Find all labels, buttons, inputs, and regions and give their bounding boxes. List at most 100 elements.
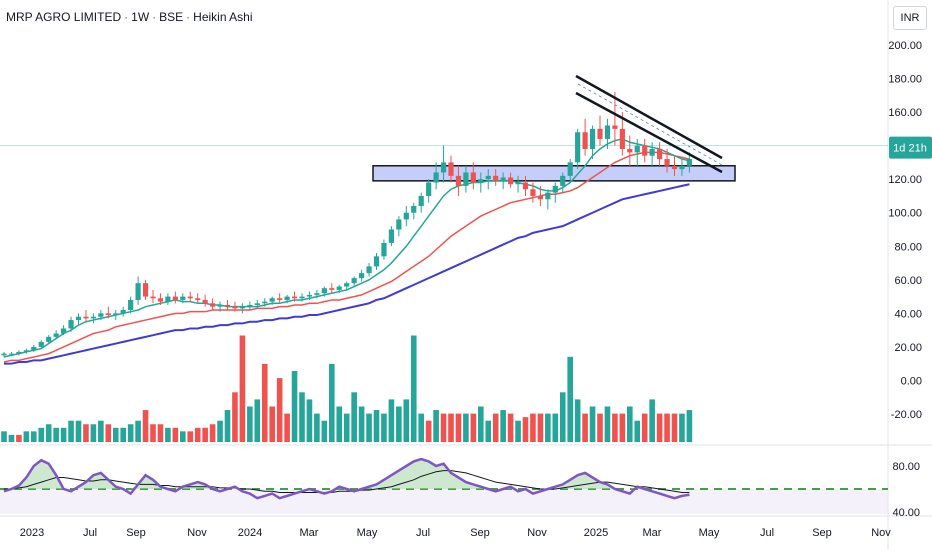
candle-body	[589, 128, 596, 149]
candle-body	[38, 341, 44, 347]
candle-body	[582, 132, 588, 149]
candle-body	[187, 296, 193, 299]
volume-bar	[381, 413, 387, 442]
time-tick-label: Jul	[760, 527, 774, 539]
price-tick-label: 160.00	[888, 107, 922, 119]
volume-bar	[60, 427, 67, 442]
candle-body	[440, 162, 447, 173]
candle-body	[16, 351, 22, 354]
volume-bar	[425, 420, 432, 442]
candle-body	[515, 182, 521, 185]
interval-label[interactable]: 1W	[131, 10, 150, 24]
candle-body	[344, 283, 350, 287]
candle-body	[31, 346, 37, 351]
volume-bar	[112, 427, 119, 442]
volume-bar	[358, 406, 365, 442]
volume-bar	[299, 392, 305, 442]
volume-bar	[567, 356, 573, 442]
volume-bar	[619, 413, 626, 442]
rsi-band	[0, 489, 888, 514]
symbol-name[interactable]: MRP AGRO LIMITED	[6, 10, 122, 24]
volume-bar	[627, 406, 633, 442]
volume-bar	[507, 413, 514, 442]
candle-body	[68, 320, 74, 329]
volume-bar	[582, 413, 588, 442]
candle-body	[135, 283, 141, 300]
time-tick-label: 2024	[238, 527, 262, 539]
volume-bar	[157, 424, 164, 442]
volume-bar	[284, 413, 290, 442]
price-tick-label: 180.00	[888, 74, 922, 86]
time-tick-label: May	[699, 527, 720, 539]
volume-bar	[634, 420, 641, 442]
currency-button[interactable]: INR	[893, 6, 927, 30]
ema-long-line	[4, 183, 690, 365]
volume-bar	[403, 399, 410, 442]
candle-body	[403, 212, 409, 220]
volume-bar	[433, 410, 439, 442]
volume-bar	[269, 406, 275, 442]
candle-body	[463, 172, 469, 186]
volume-bar	[247, 406, 253, 442]
candle-body	[575, 132, 581, 163]
volume-bar	[321, 420, 328, 442]
volume-bar	[329, 363, 335, 442]
candle-body	[239, 306, 245, 309]
volume-bar	[98, 420, 104, 442]
volume-bar	[1, 431, 7, 442]
volume-bar	[180, 431, 186, 442]
volume-bar	[448, 413, 454, 442]
time-tick-label: Mar	[300, 527, 319, 539]
candle-body	[373, 256, 380, 267]
countdown-badge	[889, 136, 932, 159]
volume-bar	[552, 413, 559, 442]
rsi-line	[3, 457, 690, 500]
candle-body	[567, 162, 573, 176]
candle-body	[1, 353, 7, 356]
volume-bar	[530, 413, 536, 442]
volume-bar	[105, 424, 112, 442]
time-tick-label: May	[357, 527, 378, 539]
candle-body	[150, 296, 156, 299]
candle-body	[448, 162, 454, 176]
time-tick-label: 2023	[20, 527, 44, 539]
volume-bar	[515, 420, 521, 442]
volume-bar	[574, 399, 581, 442]
candle-body	[627, 148, 633, 153]
candle-body	[299, 296, 305, 299]
downtrend-line-lower	[575, 91, 723, 174]
candle-body	[329, 288, 335, 290]
candle-body	[120, 310, 126, 314]
volume-bar	[485, 420, 492, 442]
candle-body	[642, 145, 648, 156]
volume-bar	[463, 413, 469, 442]
candle-body	[336, 286, 342, 290]
volume-bar	[343, 413, 350, 442]
volume-bar	[68, 420, 74, 442]
candle-body	[649, 148, 655, 156]
volume-bar	[75, 420, 82, 442]
volume-bar	[537, 413, 544, 442]
candle-body	[597, 128, 603, 139]
candle-body	[560, 175, 566, 186]
candle-body	[128, 299, 134, 311]
candle-body	[418, 195, 424, 207]
volume-bar	[224, 410, 231, 442]
candle-body	[396, 219, 402, 230]
rsi-tick-label: 40.00	[892, 507, 920, 519]
volume-bar	[8, 434, 15, 442]
candle-body	[478, 179, 484, 183]
volume-bar	[83, 424, 89, 442]
downtrend-line-upper	[575, 74, 723, 160]
chart-style-label[interactable]: Heikin Ashi	[193, 10, 253, 24]
volume-bar	[239, 335, 246, 442]
candle-body	[619, 128, 625, 149]
price-tick-label: -20.00	[891, 409, 922, 421]
volume-bar	[53, 427, 59, 442]
candle-body	[75, 316, 82, 321]
candle-body	[493, 175, 499, 181]
candle-body	[277, 298, 283, 300]
price-tick-label: 0.00	[901, 375, 922, 387]
